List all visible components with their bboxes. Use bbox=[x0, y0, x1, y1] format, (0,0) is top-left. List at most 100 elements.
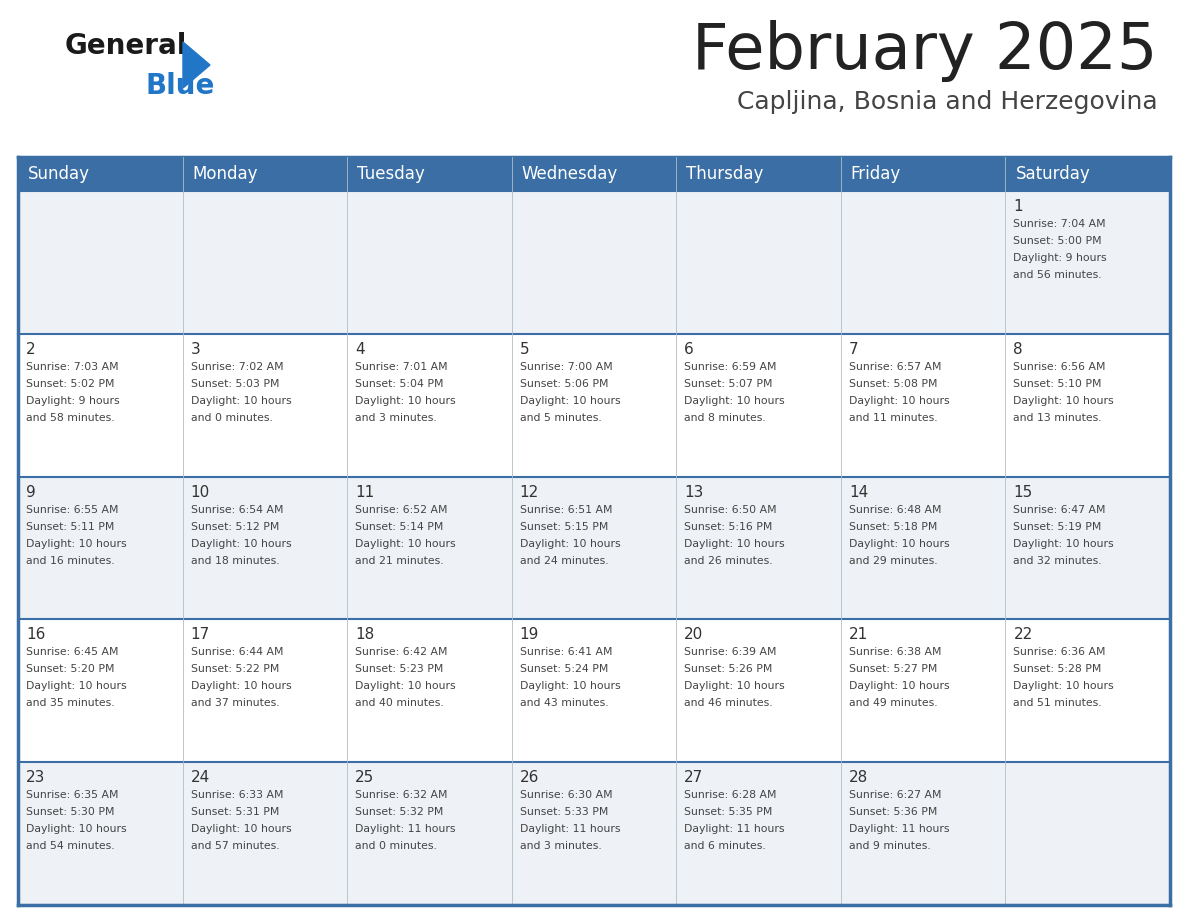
Text: Sunrise: 7:01 AM: Sunrise: 7:01 AM bbox=[355, 362, 448, 372]
Text: Sunrise: 6:38 AM: Sunrise: 6:38 AM bbox=[849, 647, 941, 657]
Text: Sunset: 5:20 PM: Sunset: 5:20 PM bbox=[26, 665, 114, 675]
Text: Sunrise: 6:45 AM: Sunrise: 6:45 AM bbox=[26, 647, 119, 657]
Text: February 2025: February 2025 bbox=[693, 20, 1158, 82]
Text: Daylight: 10 hours: Daylight: 10 hours bbox=[1013, 539, 1114, 549]
Text: Sunrise: 6:48 AM: Sunrise: 6:48 AM bbox=[849, 505, 941, 515]
Bar bbox=[18, 191, 1170, 334]
Text: Daylight: 10 hours: Daylight: 10 hours bbox=[190, 824, 291, 834]
Text: Tuesday: Tuesday bbox=[358, 165, 425, 183]
Text: 23: 23 bbox=[26, 770, 45, 785]
Text: 2: 2 bbox=[26, 341, 36, 357]
Text: and 58 minutes.: and 58 minutes. bbox=[26, 413, 114, 423]
Text: 9: 9 bbox=[26, 485, 36, 499]
Text: Daylight: 11 hours: Daylight: 11 hours bbox=[849, 824, 949, 834]
Text: Daylight: 9 hours: Daylight: 9 hours bbox=[26, 396, 120, 406]
Text: Daylight: 10 hours: Daylight: 10 hours bbox=[26, 681, 127, 691]
Text: 6: 6 bbox=[684, 341, 694, 357]
Bar bbox=[18, 476, 1170, 620]
Text: 28: 28 bbox=[849, 770, 868, 785]
Text: and 40 minutes.: and 40 minutes. bbox=[355, 699, 444, 709]
Text: 25: 25 bbox=[355, 770, 374, 785]
Text: Daylight: 10 hours: Daylight: 10 hours bbox=[190, 539, 291, 549]
Text: 8: 8 bbox=[1013, 341, 1023, 357]
Text: and 29 minutes.: and 29 minutes. bbox=[849, 555, 937, 565]
Text: 7: 7 bbox=[849, 341, 859, 357]
Text: Sunset: 5:27 PM: Sunset: 5:27 PM bbox=[849, 665, 937, 675]
Text: Blue: Blue bbox=[145, 72, 214, 100]
Bar bbox=[18, 157, 1170, 191]
Text: Sunrise: 6:42 AM: Sunrise: 6:42 AM bbox=[355, 647, 448, 657]
Text: and 32 minutes.: and 32 minutes. bbox=[1013, 555, 1102, 565]
Text: Daylight: 10 hours: Daylight: 10 hours bbox=[849, 539, 949, 549]
Text: Sunset: 5:30 PM: Sunset: 5:30 PM bbox=[26, 807, 114, 817]
Text: and 8 minutes.: and 8 minutes. bbox=[684, 413, 766, 423]
Text: Sunset: 5:32 PM: Sunset: 5:32 PM bbox=[355, 807, 443, 817]
Text: Capljina, Bosnia and Herzegovina: Capljina, Bosnia and Herzegovina bbox=[738, 90, 1158, 114]
Text: and 51 minutes.: and 51 minutes. bbox=[1013, 699, 1102, 709]
Text: 5: 5 bbox=[519, 341, 530, 357]
Text: Sunset: 5:12 PM: Sunset: 5:12 PM bbox=[190, 521, 279, 532]
Text: Daylight: 10 hours: Daylight: 10 hours bbox=[849, 681, 949, 691]
Text: and 24 minutes.: and 24 minutes. bbox=[519, 555, 608, 565]
Text: Sunset: 5:22 PM: Sunset: 5:22 PM bbox=[190, 665, 279, 675]
Text: and 6 minutes.: and 6 minutes. bbox=[684, 841, 766, 851]
Bar bbox=[18, 334, 1170, 476]
Text: Daylight: 10 hours: Daylight: 10 hours bbox=[355, 396, 456, 406]
Text: and 3 minutes.: and 3 minutes. bbox=[355, 413, 437, 423]
Text: 10: 10 bbox=[190, 485, 210, 499]
Text: Monday: Monday bbox=[192, 165, 258, 183]
Text: Sunrise: 6:44 AM: Sunrise: 6:44 AM bbox=[190, 647, 283, 657]
Text: and 57 minutes.: and 57 minutes. bbox=[190, 841, 279, 851]
Text: and 43 minutes.: and 43 minutes. bbox=[519, 699, 608, 709]
Text: Sunset: 5:00 PM: Sunset: 5:00 PM bbox=[1013, 236, 1102, 246]
Text: Sunrise: 6:59 AM: Sunrise: 6:59 AM bbox=[684, 362, 777, 372]
Text: Sunrise: 6:27 AM: Sunrise: 6:27 AM bbox=[849, 790, 941, 800]
Text: and 46 minutes.: and 46 minutes. bbox=[684, 699, 773, 709]
Text: Daylight: 10 hours: Daylight: 10 hours bbox=[684, 681, 785, 691]
Text: 4: 4 bbox=[355, 341, 365, 357]
Text: Daylight: 11 hours: Daylight: 11 hours bbox=[519, 824, 620, 834]
Text: Wednesday: Wednesday bbox=[522, 165, 618, 183]
Text: Daylight: 10 hours: Daylight: 10 hours bbox=[26, 539, 127, 549]
Text: Sunset: 5:06 PM: Sunset: 5:06 PM bbox=[519, 379, 608, 389]
Text: Daylight: 10 hours: Daylight: 10 hours bbox=[1013, 681, 1114, 691]
Text: Sunrise: 6:54 AM: Sunrise: 6:54 AM bbox=[190, 505, 283, 515]
Text: Sunrise: 6:32 AM: Sunrise: 6:32 AM bbox=[355, 790, 448, 800]
Text: General: General bbox=[65, 32, 188, 60]
Bar bbox=[18, 620, 1170, 762]
Text: Sunrise: 6:56 AM: Sunrise: 6:56 AM bbox=[1013, 362, 1106, 372]
Text: Sunset: 5:08 PM: Sunset: 5:08 PM bbox=[849, 379, 937, 389]
Text: Daylight: 10 hours: Daylight: 10 hours bbox=[355, 681, 456, 691]
Text: Daylight: 9 hours: Daylight: 9 hours bbox=[1013, 253, 1107, 263]
Text: Daylight: 11 hours: Daylight: 11 hours bbox=[355, 824, 456, 834]
Text: and 5 minutes.: and 5 minutes. bbox=[519, 413, 601, 423]
Polygon shape bbox=[183, 42, 210, 88]
Text: Sunset: 5:14 PM: Sunset: 5:14 PM bbox=[355, 521, 443, 532]
Text: and 16 minutes.: and 16 minutes. bbox=[26, 555, 114, 565]
Text: Sunrise: 6:35 AM: Sunrise: 6:35 AM bbox=[26, 790, 119, 800]
Text: 12: 12 bbox=[519, 485, 539, 499]
Text: 14: 14 bbox=[849, 485, 868, 499]
Text: Sunrise: 6:57 AM: Sunrise: 6:57 AM bbox=[849, 362, 941, 372]
Text: Daylight: 10 hours: Daylight: 10 hours bbox=[519, 681, 620, 691]
Text: and 0 minutes.: and 0 minutes. bbox=[190, 413, 272, 423]
Text: 24: 24 bbox=[190, 770, 210, 785]
Text: Sunset: 5:16 PM: Sunset: 5:16 PM bbox=[684, 521, 772, 532]
Text: Sunset: 5:31 PM: Sunset: 5:31 PM bbox=[190, 807, 279, 817]
Text: 26: 26 bbox=[519, 770, 539, 785]
Text: Sunset: 5:10 PM: Sunset: 5:10 PM bbox=[1013, 379, 1102, 389]
Text: 15: 15 bbox=[1013, 485, 1032, 499]
Text: Sunrise: 6:28 AM: Sunrise: 6:28 AM bbox=[684, 790, 777, 800]
Text: Sunset: 5:23 PM: Sunset: 5:23 PM bbox=[355, 665, 443, 675]
Text: Sunset: 5:19 PM: Sunset: 5:19 PM bbox=[1013, 521, 1101, 532]
Text: Sunrise: 7:04 AM: Sunrise: 7:04 AM bbox=[1013, 219, 1106, 229]
Text: and 21 minutes.: and 21 minutes. bbox=[355, 555, 444, 565]
Text: and 13 minutes.: and 13 minutes. bbox=[1013, 413, 1102, 423]
Text: Sunset: 5:03 PM: Sunset: 5:03 PM bbox=[190, 379, 279, 389]
Text: 13: 13 bbox=[684, 485, 703, 499]
Text: 19: 19 bbox=[519, 627, 539, 643]
Text: and 56 minutes.: and 56 minutes. bbox=[1013, 270, 1102, 280]
Text: Sunset: 5:15 PM: Sunset: 5:15 PM bbox=[519, 521, 608, 532]
Text: Daylight: 10 hours: Daylight: 10 hours bbox=[849, 396, 949, 406]
Text: Daylight: 10 hours: Daylight: 10 hours bbox=[355, 539, 456, 549]
